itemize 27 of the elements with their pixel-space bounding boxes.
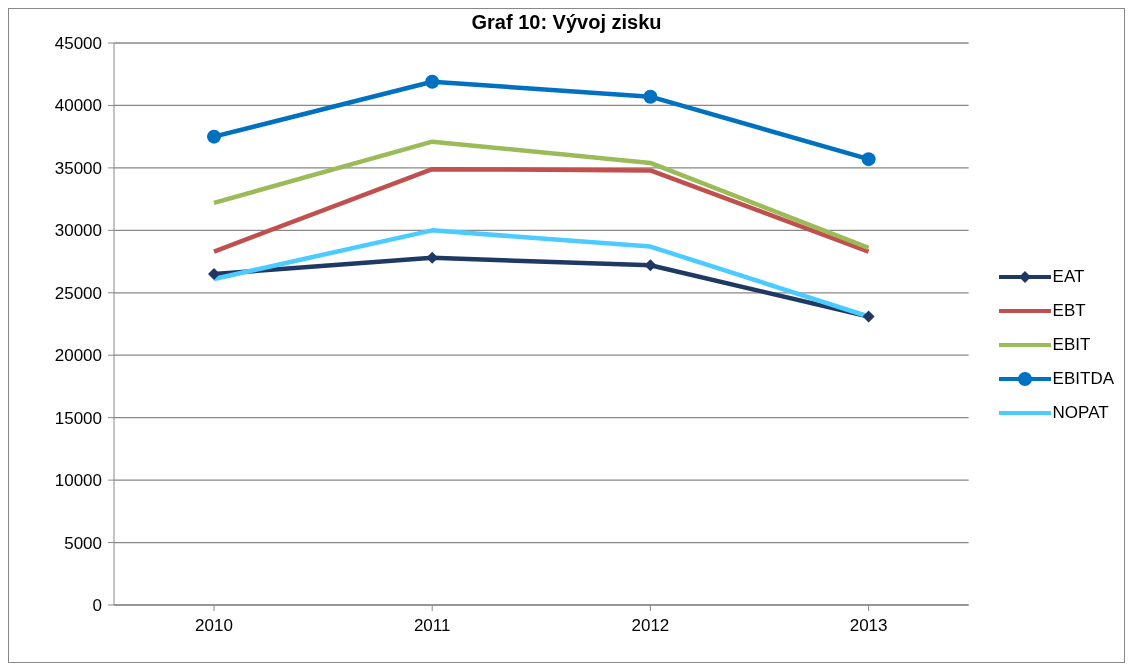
legend-label: NOPAT [1052, 403, 1109, 423]
y-tick-label: 40000 [54, 96, 102, 116]
chart-title: Graf 10: Vývoj zisku [470, 11, 663, 34]
y-tick-label: 35000 [54, 158, 102, 178]
y-tick-label: 45000 [54, 34, 102, 54]
x-tick-label: 2012 [631, 616, 670, 636]
y-tick-label: 15000 [54, 408, 102, 428]
y-tick-label: 5000 [64, 533, 102, 553]
x-tick-label: 2011 [413, 616, 451, 636]
point [862, 310, 875, 323]
point [208, 268, 220, 281]
x-tick-label: 2010 [195, 616, 233, 636]
legend-label: EBIT [1052, 335, 1091, 355]
point [425, 74, 440, 89]
legend-label: EBT [1052, 301, 1086, 321]
point [643, 89, 658, 104]
y-tick-label: 10000 [54, 471, 102, 491]
y-tick-label: 20000 [54, 346, 102, 366]
point [861, 152, 876, 167]
legend-label: EBITDA [1052, 369, 1114, 389]
y-tick-label: 25000 [54, 283, 102, 303]
y-tick-label: 0 [92, 596, 102, 616]
x-tick-label: 2013 [849, 616, 888, 636]
legend-label: EAT [1052, 267, 1085, 287]
point [207, 129, 221, 144]
y-tick-label: 30000 [54, 221, 102, 241]
line-series [211, 139, 871, 251]
